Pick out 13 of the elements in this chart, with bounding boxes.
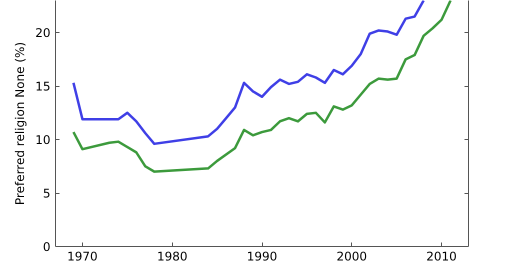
- y-axis-title: Preferred religion None (%): [13, 42, 28, 206]
- y-tick-label: 0: [42, 240, 51, 254]
- y-tick-label: 20: [35, 26, 51, 40]
- y-tick-label: 10: [35, 133, 51, 148]
- x-tick-label: 1980: [156, 250, 188, 264]
- line-series: [72, 0, 425, 146]
- x-tick-label: 1990: [246, 250, 278, 264]
- y-tick-label: 15: [35, 80, 51, 94]
- x-tick-label: 2000: [336, 250, 368, 264]
- x-tick-label: 2010: [426, 250, 457, 264]
- x-tick-label: 1970: [67, 250, 98, 264]
- y-tick-label: 5: [42, 186, 51, 201]
- line-series: [72, 0, 452, 173]
